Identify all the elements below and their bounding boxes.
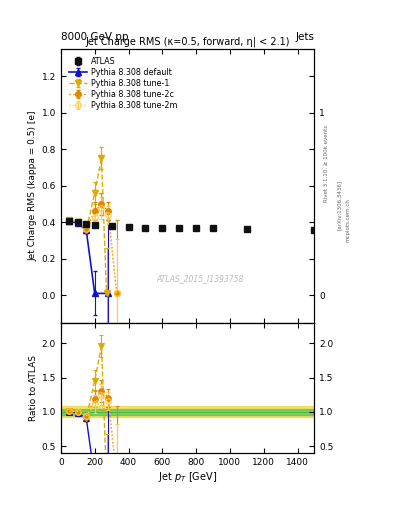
Text: Rivet 3.1.10, ≥ 100k events: Rivet 3.1.10, ≥ 100k events [324, 125, 329, 202]
Y-axis label: Jet Charge RMS (kappa = 0.5) [e]: Jet Charge RMS (kappa = 0.5) [e] [29, 111, 37, 261]
Text: ATLAS_2015_I1393758: ATLAS_2015_I1393758 [157, 274, 244, 283]
Y-axis label: Ratio to ATLAS: Ratio to ATLAS [29, 355, 37, 421]
X-axis label: Jet $p_{T}$ [GeV]: Jet $p_{T}$ [GeV] [158, 470, 217, 484]
Text: Jets: Jets [296, 32, 314, 42]
Text: [arXiv:1306.3436]: [arXiv:1306.3436] [337, 180, 342, 230]
Text: 8000 GeV pp: 8000 GeV pp [61, 32, 129, 42]
Legend: ATLAS, Pythia 8.308 default, Pythia 8.308 tune-1, Pythia 8.308 tune-2c, Pythia 8: ATLAS, Pythia 8.308 default, Pythia 8.30… [68, 55, 179, 112]
Title: Jet Charge RMS (κ=0.5, forward, η| < 2.1): Jet Charge RMS (κ=0.5, forward, η| < 2.1… [85, 36, 290, 47]
Text: mcplots.cern.ch: mcplots.cern.ch [345, 198, 350, 242]
Bar [61, 407, 314, 417]
Bar [61, 409, 314, 415]
